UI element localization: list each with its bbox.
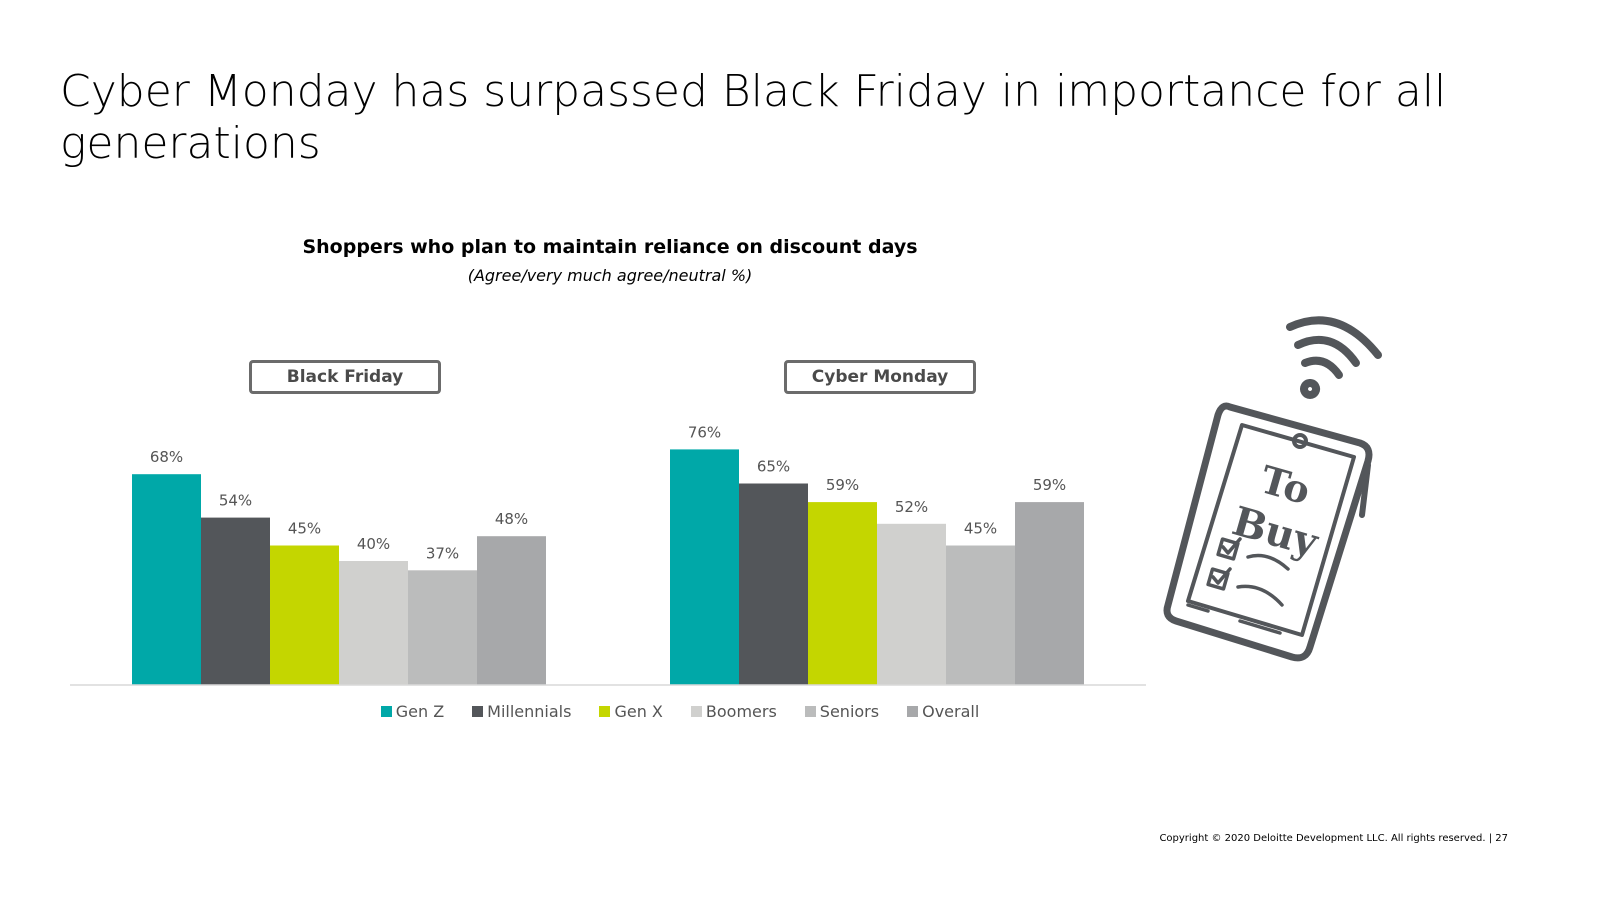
data-label-black-friday-gen-z: 68% <box>150 448 183 466</box>
bar-cyber-monday-gen-z <box>670 449 739 685</box>
bar-cyber-monday-seniors <box>946 545 1015 685</box>
bar-cyber-monday-millennials <box>739 483 808 685</box>
bar-black-friday-seniors <box>408 570 477 685</box>
bar-cyber-monday-gen-x <box>808 502 877 685</box>
legend-item-gen-x: Gen X <box>599 699 663 723</box>
to-buy-text-line2: Buy <box>1227 497 1324 566</box>
bar-black-friday-boomers <box>339 561 408 685</box>
legend-item-boomers: Boomers <box>690 699 777 723</box>
legend-swatch-boomers <box>690 705 702 717</box>
bar-cyber-monday-overall <box>1015 502 1084 685</box>
bar-black-friday-millennials <box>201 517 270 685</box>
legend-swatch-seniors <box>804 705 816 717</box>
bar-cyber-monday-boomers <box>877 523 946 685</box>
legend-label-gen-x: Gen X <box>614 701 663 721</box>
data-label-black-friday-seniors: 37% <box>426 544 459 562</box>
group-label-black-friday: Black Friday <box>249 360 441 394</box>
legend-label-boomers: Boomers <box>705 701 777 721</box>
data-label-cyber-monday-gen-x: 59% <box>826 476 859 494</box>
legend-label-millennials: Millennials <box>487 701 572 721</box>
legend-item-overall: Overall <box>907 699 979 723</box>
data-label-black-friday-overall: 48% <box>495 510 528 528</box>
data-label-cyber-monday-gen-z: 76% <box>688 423 721 441</box>
data-label-black-friday-millennials: 54% <box>219 492 252 510</box>
legend-swatch-gen-x <box>599 705 611 717</box>
phone-to-buy-list-icon: To Buy <box>1163 316 1382 662</box>
data-label-black-friday-boomers: 40% <box>357 535 390 553</box>
data-label-cyber-monday-boomers: 52% <box>895 498 928 516</box>
legend-item-gen-z: Gen Z <box>380 699 445 723</box>
chart-title: Shoppers who plan to maintain reliance o… <box>302 236 918 258</box>
data-label-black-friday-gen-x: 45% <box>288 520 321 538</box>
data-label-cyber-monday-overall: 59% <box>1033 476 1066 494</box>
group-label-cyber-monday: Cyber Monday <box>784 360 976 394</box>
bar-black-friday-gen-x <box>270 545 339 685</box>
bar-chart: 68% 54% 45% 40% 37% 48% 76% 65% 59% 52% 45% 59% <box>70 423 1146 686</box>
legend-item-millennials: Millennials <box>472 699 571 723</box>
copyright-footer: Copyright © 2020 Deloitte Development LL… <box>1159 833 1508 844</box>
legend-item-seniors: Seniors <box>804 699 880 723</box>
legend-swatch-millennials <box>472 705 484 717</box>
legend-label-seniors: Seniors <box>819 701 880 721</box>
legend: Gen Z Millennials Gen X Boomers Seniors … <box>300 699 1060 723</box>
bar-black-friday-gen-z <box>132 474 201 685</box>
slide-title: Cyber Monday has surpassed Black Friday … <box>60 66 1447 169</box>
legend-swatch-overall <box>907 705 919 717</box>
chart-subtitle: (Agree/very much agree/neutral %) <box>467 266 753 285</box>
data-label-cyber-monday-seniors: 45% <box>964 520 997 538</box>
legend-swatch-gen-z <box>380 705 392 717</box>
legend-label-overall: Overall <box>922 701 980 721</box>
legend-label-gen-z: Gen Z <box>395 701 445 721</box>
bar-black-friday-overall <box>477 536 546 685</box>
data-label-cyber-monday-millennials: 65% <box>757 458 790 476</box>
